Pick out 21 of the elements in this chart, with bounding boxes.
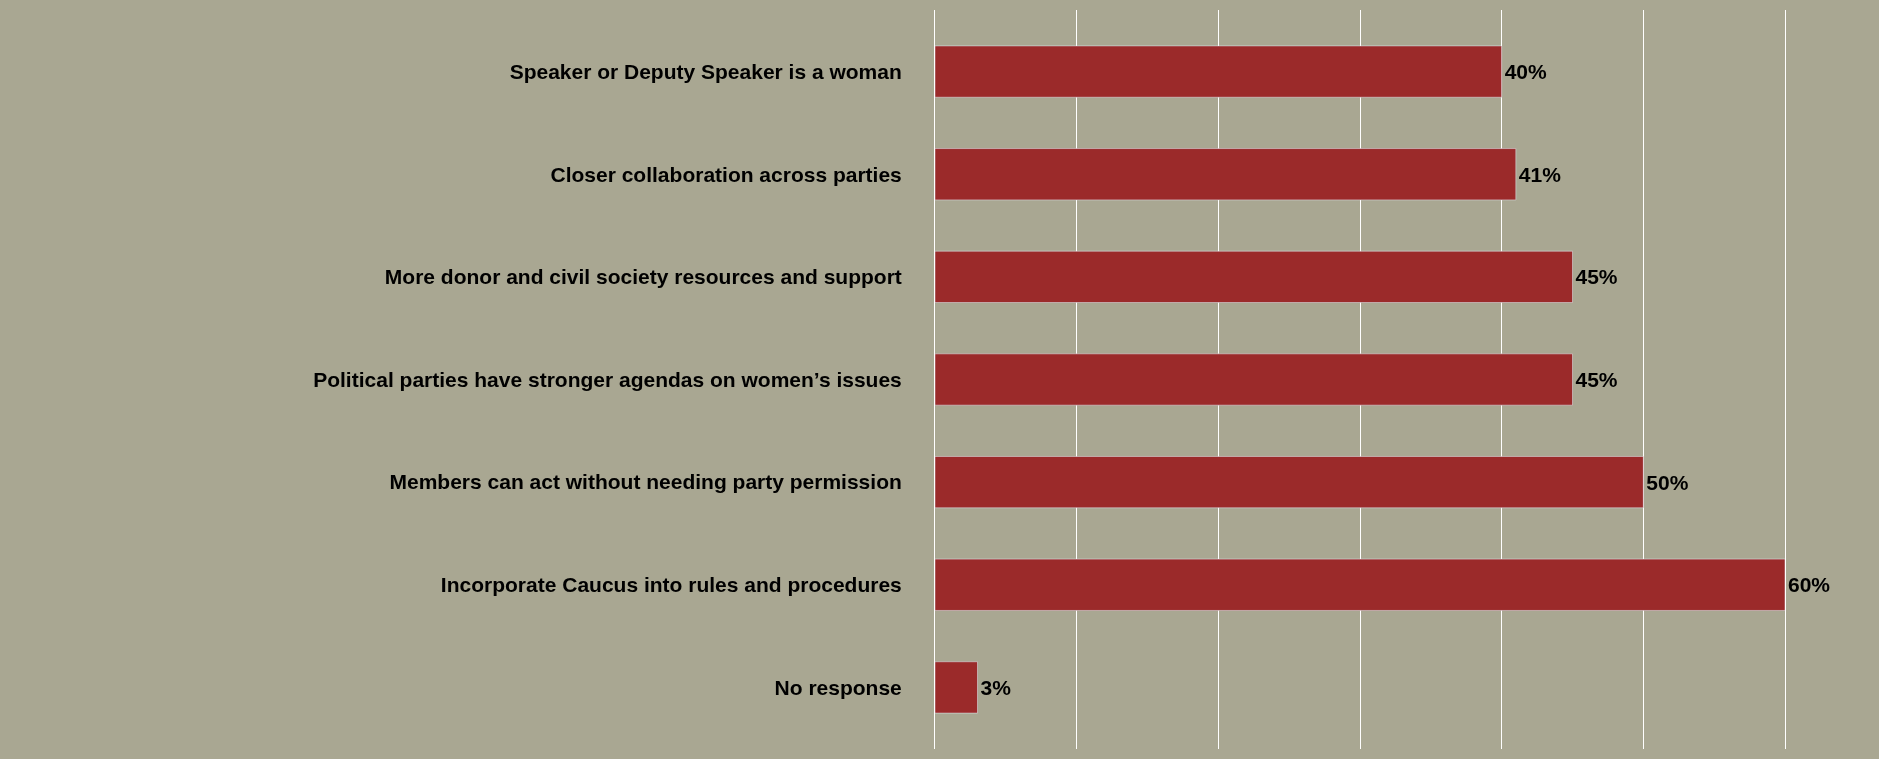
y-tick-label: No response <box>774 675 902 699</box>
y-tick-label: Closer collaboration across parties <box>550 162 902 186</box>
data-label: 45% <box>1575 265 1618 289</box>
y-tick-label: Speaker or Deputy Speaker is a woman <box>509 59 902 83</box>
data-label: 3% <box>980 675 1012 699</box>
y-tick-label: Political parties have stronger agendas on women’s issues <box>313 367 902 391</box>
bar <box>935 353 1573 406</box>
data-label: 41% <box>1518 162 1562 186</box>
data-label: 50% <box>1646 470 1689 494</box>
y-tick-label: Incorporate Caucus into rules and procedures <box>440 573 902 597</box>
y-tick-label: More donor and civil society resources and support <box>384 265 902 289</box>
bar <box>935 456 1644 509</box>
y-tick-label: Members can act without needing party permission <box>389 470 902 494</box>
bar <box>935 45 1502 98</box>
data-label: 45% <box>1575 368 1618 391</box>
bar <box>935 148 1517 201</box>
bar <box>935 250 1573 303</box>
bar <box>935 661 978 714</box>
bar <box>935 558 1785 611</box>
data-label: 60% <box>1788 573 1831 597</box>
data-label: 40% <box>1504 60 1548 84</box>
